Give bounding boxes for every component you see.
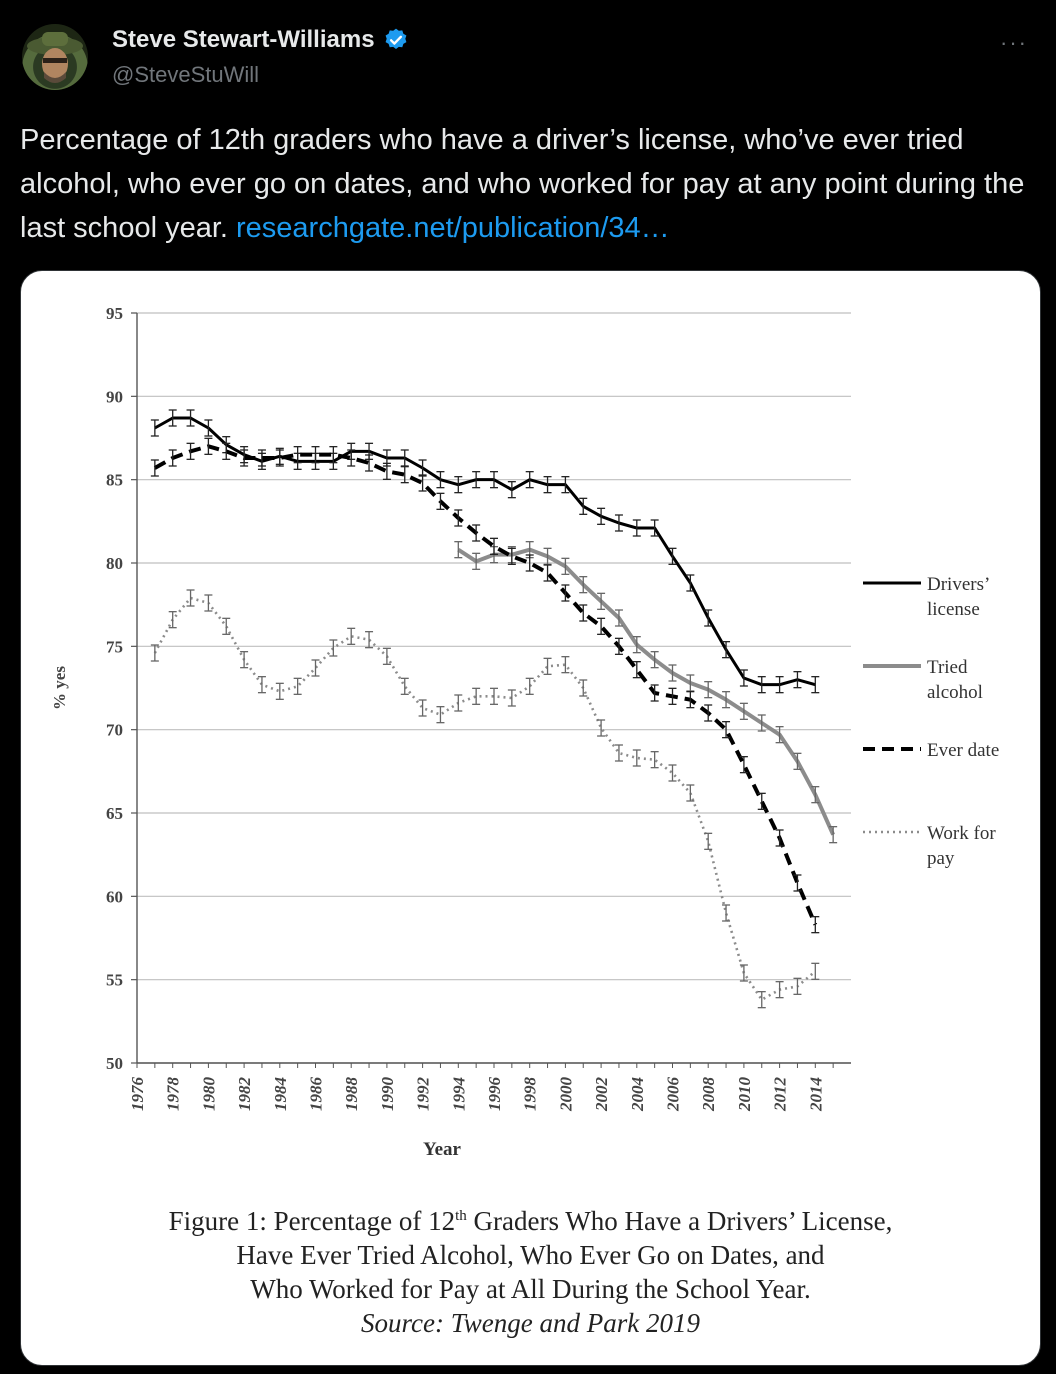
legend-label-1-line2: alcohol	[927, 682, 983, 703]
x-tick-label-1990: 1990	[378, 1077, 397, 1112]
legend-label-0: Drivers’	[927, 574, 990, 595]
x-tick-label-2006: 2006	[664, 1077, 683, 1113]
caption-line-1-pre: Figure 1: Percentage of 12	[168, 1206, 456, 1236]
x-tick-label-2008: 2008	[699, 1077, 718, 1113]
x-tick-label-1976: 1976	[128, 1077, 147, 1112]
x-tick-label-1994: 1994	[449, 1077, 468, 1111]
y-tick-label-50: 50	[106, 1054, 123, 1073]
y-axis-label: % yes	[50, 666, 69, 710]
caption-line-1-post: Graders Who Have a Drivers’ License,	[466, 1206, 893, 1236]
legend-label-0-line2: license	[927, 599, 980, 620]
y-tick-label-60: 60	[106, 887, 123, 906]
legend-label-1: Tried	[927, 657, 968, 678]
x-tick-label-1978: 1978	[164, 1077, 183, 1112]
series-line-0	[154, 416, 816, 687]
x-tick-label-2010: 2010	[735, 1077, 754, 1113]
y-tick-label-95: 95	[106, 304, 123, 323]
caption-line-1-sup: th	[455, 1208, 467, 1224]
x-tick-label-2000: 2000	[556, 1077, 575, 1113]
author-handle[interactable]: @SteveStuWill	[112, 62, 260, 87]
y-tick-label-90: 90	[106, 387, 123, 406]
series-line-3	[153, 596, 817, 1001]
caption-line-1: Figure 1: Percentage of 12th Graders Who…	[21, 1199, 1040, 1238]
more-icon[interactable]: ···	[1000, 30, 1028, 55]
legend-label-2: Ever date	[927, 740, 999, 761]
figure-caption: Figure 1: Percentage of 12th Graders Who…	[21, 1199, 1040, 1340]
x-tick-label-1996: 1996	[485, 1077, 504, 1112]
y-tick-label-85: 85	[106, 471, 123, 490]
tweet-author: Steve Stewart-Williams @SteveStuWill	[112, 26, 409, 88]
caption-line-3: Who Worked for Pay at All During the Sch…	[250, 1274, 811, 1304]
x-tick-label-1982: 1982	[235, 1077, 254, 1112]
avatar-icon[interactable]	[22, 24, 88, 90]
y-tick-label-80: 80	[106, 554, 123, 573]
y-tick-label-75: 75	[106, 637, 123, 656]
x-tick-label-1998: 1998	[521, 1077, 540, 1112]
legend-label-3-line2: pay	[927, 848, 955, 869]
x-tick-label-1992: 1992	[414, 1077, 433, 1112]
caption-line-2: Have Ever Tried Alcohol, Who Ever Go on …	[236, 1240, 825, 1270]
y-tick-label-55: 55	[106, 971, 123, 990]
x-tick-label-1984: 1984	[271, 1077, 290, 1111]
x-tick-label-2012: 2012	[771, 1077, 790, 1113]
line-chart: 50 55 60 65 70 75 80 85 90 95 1976 1978 1980 1982 1984…	[50, 304, 999, 1160]
x-tick-label-1980: 1980	[199, 1077, 218, 1112]
verified-badge-icon	[383, 27, 409, 53]
tweet-body: Percentage of 12th graders who have a dr…	[20, 124, 1025, 244]
series-line-2	[153, 444, 818, 926]
x-tick-label-2002: 2002	[592, 1077, 611, 1113]
tweet-text: Percentage of 12th graders who have a dr…	[20, 118, 1040, 250]
y-tick-label-70: 70	[106, 721, 123, 740]
x-tick-label-2004: 2004	[628, 1077, 647, 1112]
x-tick-label-2014: 2014	[806, 1077, 825, 1112]
series-line-1	[457, 547, 835, 836]
x-tick-label-1986: 1986	[307, 1077, 326, 1112]
x-axis-label: Year	[423, 1139, 462, 1160]
y-tick-label-65: 65	[106, 804, 123, 823]
tweet-media-chart[interactable]: 50 55 60 65 70 75 80 85 90 95 1976 1978 1980 1982 1984…	[20, 270, 1041, 1366]
x-tick-label-1988: 1988	[342, 1077, 361, 1112]
caption-source: Source: Twenge and Park 2019	[361, 1308, 700, 1338]
legend-label-3: Work for	[927, 823, 996, 844]
author-name[interactable]: Steve Stewart-Williams	[112, 26, 375, 53]
tweet-link[interactable]: researchgate.net/publication/34…	[236, 212, 670, 244]
